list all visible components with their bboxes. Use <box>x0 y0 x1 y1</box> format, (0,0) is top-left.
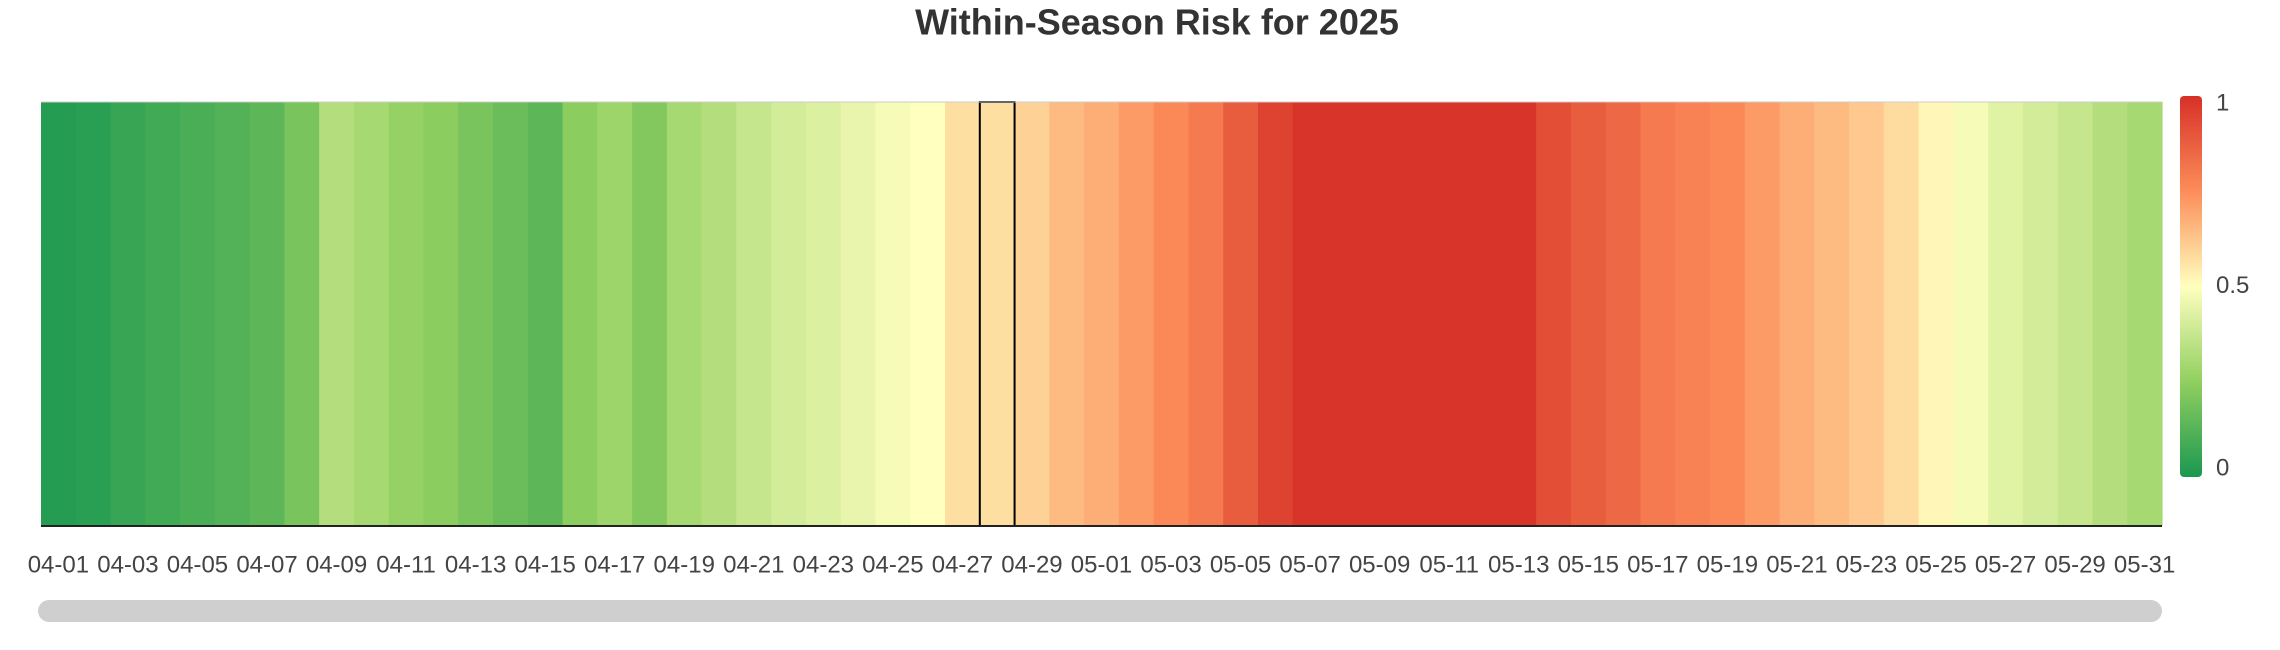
x-tick-label: 05-25 <box>1905 551 1966 578</box>
heat-cell <box>1605 102 1642 526</box>
x-tick-label: 04-23 <box>793 551 854 578</box>
heat-cell <box>1536 102 1572 526</box>
x-tick-label: 05-05 <box>1210 551 1271 578</box>
heat-cell <box>701 102 738 526</box>
heat-cell <box>353 102 390 526</box>
heat-cell <box>1014 102 1050 526</box>
x-tick-label: 05-13 <box>1488 551 1549 578</box>
heat-cell <box>1988 102 2024 526</box>
x-tick-label: 05-29 <box>2044 551 2105 578</box>
x-tick-label: 05-23 <box>1836 551 1897 578</box>
colorbar-tick-label: 0.5 <box>2216 272 2249 299</box>
x-tick-label: 04-09 <box>306 551 367 578</box>
heat-cell <box>1570 102 1607 526</box>
x-tick-label: 05-11 <box>1419 551 1479 578</box>
x-tick-label: 05-27 <box>1975 551 2036 578</box>
heat-cell <box>1431 102 1468 526</box>
x-tick-label: 04-15 <box>514 551 575 578</box>
heat-cell <box>75 102 112 526</box>
colorbar-tick-label: 1 <box>2216 89 2229 116</box>
heat-cell <box>1501 102 1537 526</box>
heat-cell <box>1849 102 1885 526</box>
heat-cell <box>2057 102 2094 526</box>
heat-cell <box>945 102 981 526</box>
x-tick-label: 04-17 <box>584 551 645 578</box>
heat-cell <box>284 102 320 526</box>
heat-cell <box>2092 102 2128 526</box>
heat-cell <box>319 102 355 526</box>
heat-cell <box>1953 102 1989 526</box>
x-tick-label: 05-03 <box>1140 551 1201 578</box>
x-tick-label: 05-17 <box>1627 551 1688 578</box>
heat-cell <box>910 102 946 526</box>
x-tick-label: 04-03 <box>97 551 158 578</box>
x-tick-label: 05-31 <box>2114 551 2175 578</box>
x-tick-label: 05-09 <box>1349 551 1410 578</box>
colorbar-tick-label: 0 <box>2216 454 2229 481</box>
x-tick-label: 04-01 <box>28 551 89 578</box>
heat-cell <box>1257 102 1294 526</box>
heat-cell <box>1675 102 1711 526</box>
scrollbar[interactable] <box>38 600 2162 622</box>
heat-cell <box>1049 102 1085 526</box>
x-tick-label: 05-15 <box>1558 551 1619 578</box>
heat-cell <box>1153 102 1190 526</box>
heat-cell <box>979 102 1016 526</box>
heat-cell <box>562 102 598 526</box>
x-tick-label: 04-13 <box>445 551 506 578</box>
heat-cell <box>527 102 564 526</box>
x-tick-label: 04-07 <box>236 551 297 578</box>
heat-cell <box>249 102 285 526</box>
heat-cell <box>1640 102 1676 526</box>
heat-cell <box>1779 102 1815 526</box>
heat-cell <box>736 102 772 526</box>
heat-cell <box>771 102 807 526</box>
heat-cell <box>388 102 425 526</box>
heat-cell <box>1397 102 1433 526</box>
heat-cell <box>1084 102 1120 526</box>
heat-cell <box>180 102 216 526</box>
heat-cell <box>805 102 842 526</box>
heat-cell <box>41 102 77 526</box>
heat-cell <box>1883 102 1920 526</box>
x-tick-label: 05-07 <box>1279 551 1340 578</box>
heat-cell <box>1327 102 1363 526</box>
x-tick-label: 05-19 <box>1697 551 1758 578</box>
heat-cell <box>493 102 529 526</box>
heat-cell <box>1362 102 1398 526</box>
heat-cell <box>840 102 877 526</box>
x-tick-label: 05-01 <box>1071 551 1132 578</box>
heat-cell <box>145 102 181 526</box>
heat-cell <box>597 102 633 526</box>
x-tick-label: 05-21 <box>1766 551 1827 578</box>
heat-cell <box>2022 102 2059 526</box>
heat-cell <box>423 102 459 526</box>
heat-cell <box>1292 102 1329 526</box>
heat-cell <box>1188 102 1224 526</box>
colorbar <box>2180 96 2202 477</box>
heat-cell <box>1223 102 1259 526</box>
x-tick-label: 04-11 <box>376 551 436 578</box>
heat-cell <box>214 102 251 526</box>
heat-cell <box>1709 102 1746 526</box>
chart-title: Within-Season Risk for 2025 <box>915 2 1399 43</box>
x-tick-label: 04-05 <box>167 551 228 578</box>
heat-cell <box>110 102 146 526</box>
heat-cell <box>1814 102 1850 526</box>
x-tick-label: 04-29 <box>1001 551 1062 578</box>
x-tick-label: 04-25 <box>862 551 923 578</box>
heat-cell <box>1118 102 1155 526</box>
heat-cell <box>1918 102 1954 526</box>
heat-cell <box>2127 102 2163 526</box>
heat-cell <box>875 102 911 526</box>
heat-cell <box>666 102 703 526</box>
heat-cell <box>1744 102 1781 526</box>
x-tick-label: 04-19 <box>654 551 715 578</box>
x-tick-label: 04-27 <box>932 551 993 578</box>
heat-cell <box>632 102 668 526</box>
heat-cell <box>1466 102 1502 526</box>
x-tick-label: 04-21 <box>723 551 784 578</box>
heat-cell <box>458 102 494 526</box>
